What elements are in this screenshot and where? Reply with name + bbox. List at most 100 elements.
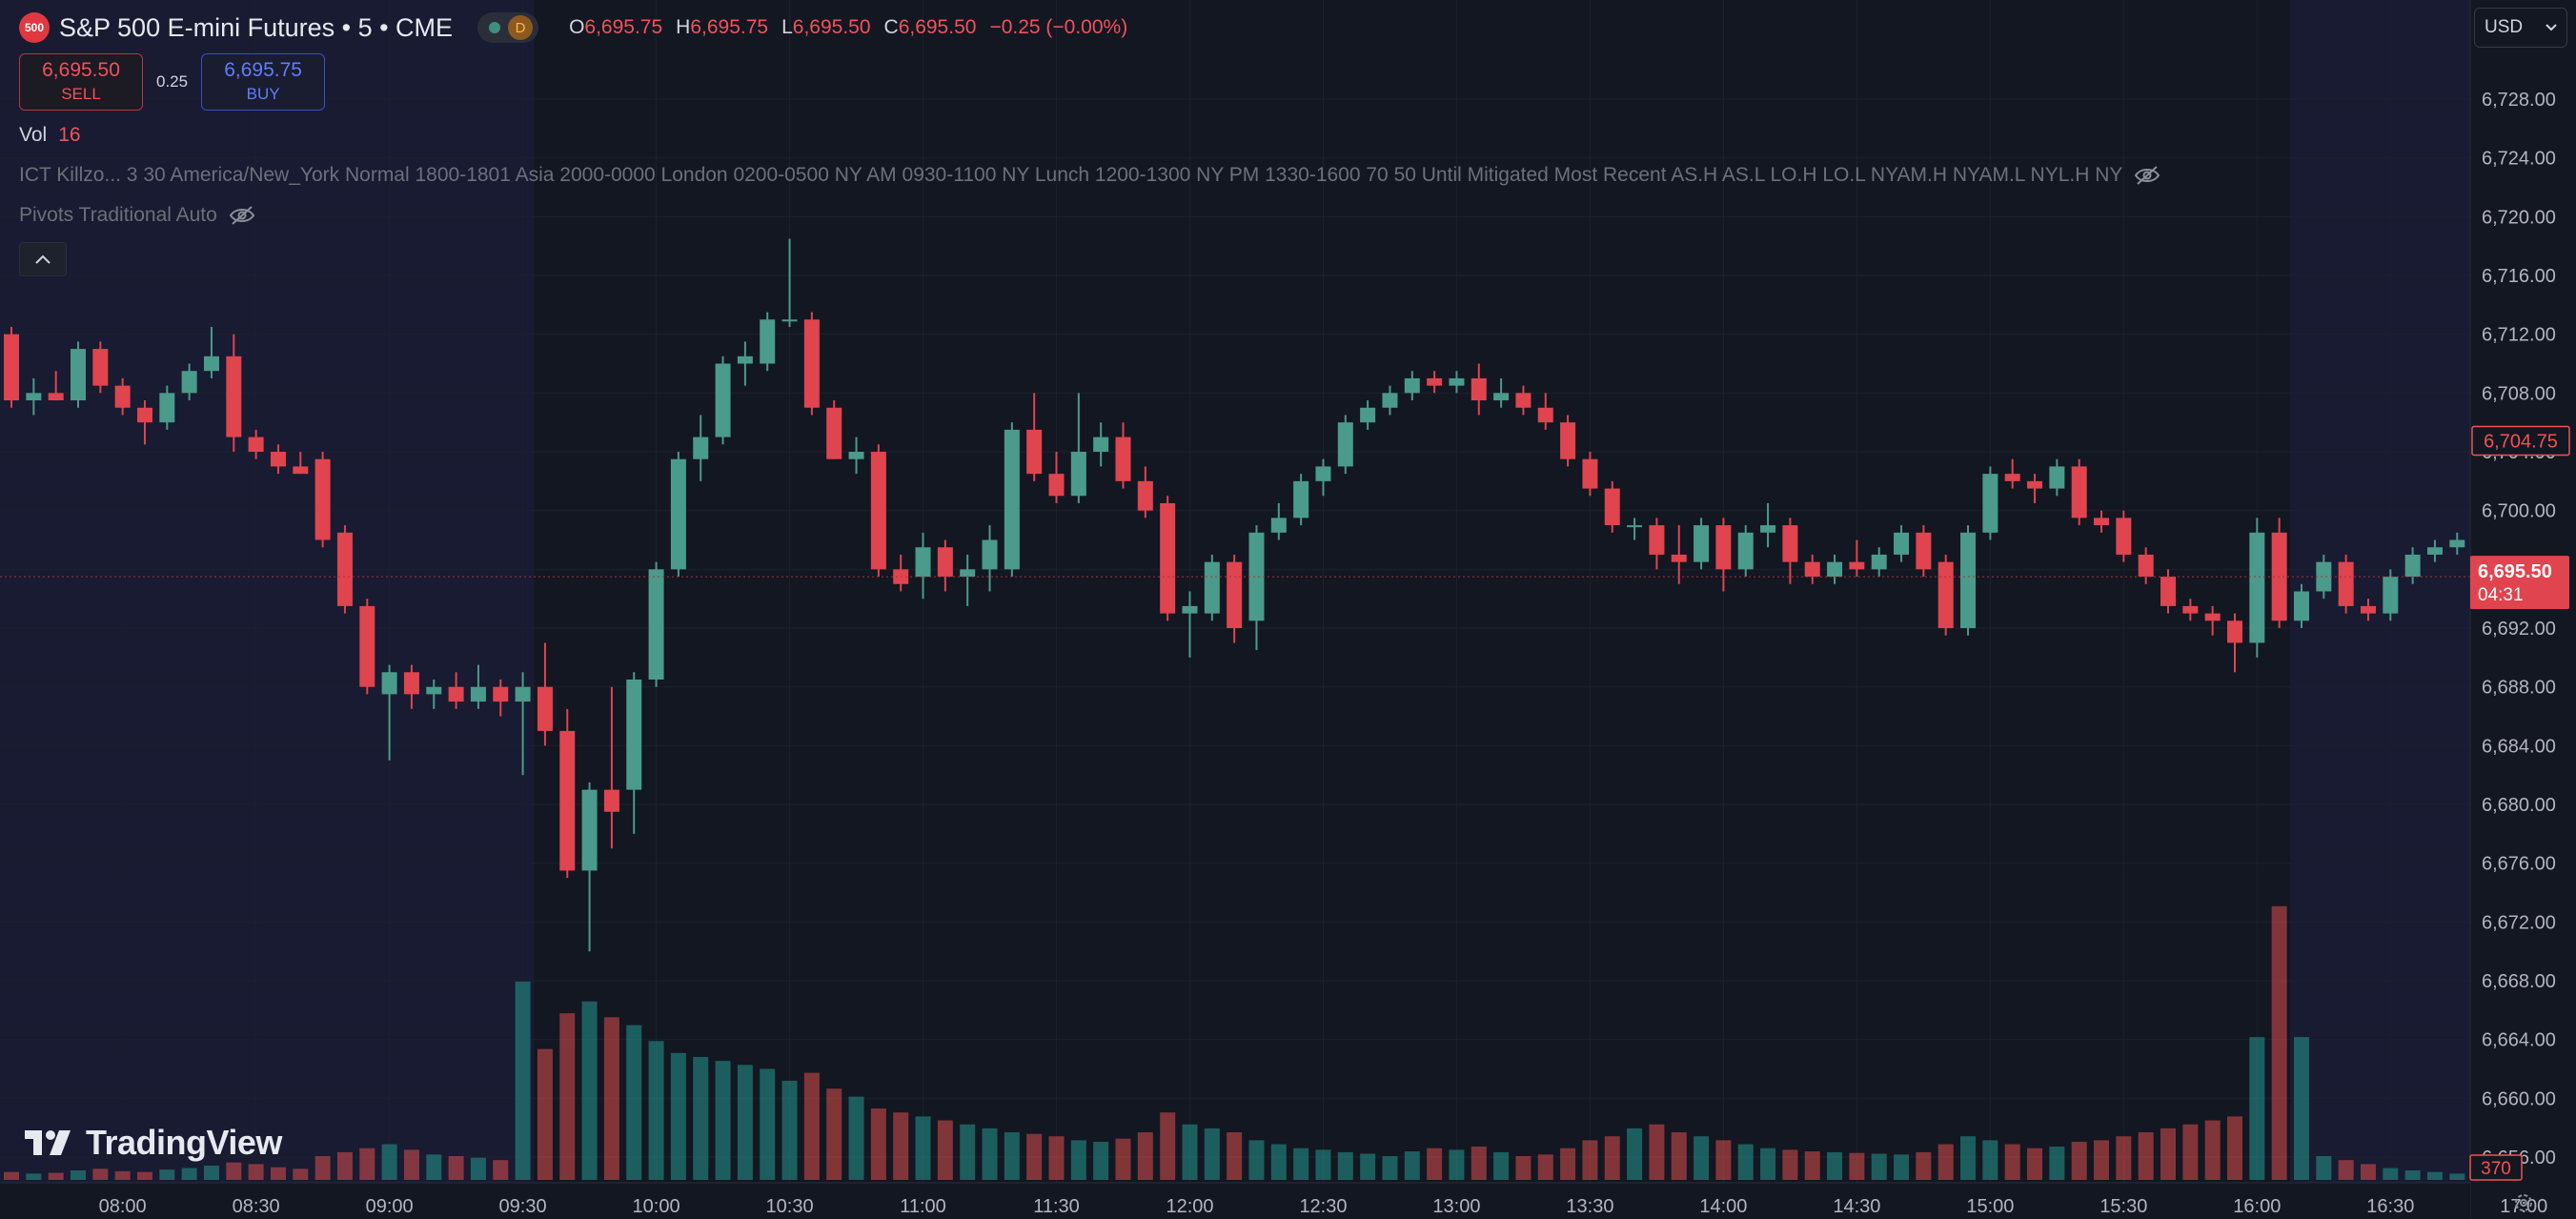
volume-bar xyxy=(1582,1140,1598,1180)
volume-bar xyxy=(2249,1037,2265,1180)
sell-button[interactable]: 6,695.50 SELL xyxy=(19,53,143,111)
eye-off-icon[interactable] xyxy=(2134,165,2160,186)
session-shade xyxy=(0,0,535,1183)
volume-axis-label-box xyxy=(2469,1154,2523,1181)
ict-killzones-legend[interactable]: ICT Killzo... 3 30 America/New_York Norm… xyxy=(19,164,2160,187)
candle-body xyxy=(2338,561,2354,606)
volume-bar xyxy=(2383,1168,2399,1180)
time-axis-tick-label: 13:00 xyxy=(1432,1196,1480,1217)
volume-bar xyxy=(293,1168,309,1180)
candle-body xyxy=(1849,561,1865,570)
price-axis-panel[interactable] xyxy=(2470,0,2576,1219)
symbol-logo-icon[interactable]: 500 xyxy=(19,12,50,43)
ict-killzones-text: ICT Killzo... 3 30 America/New_York Norm… xyxy=(19,164,2123,186)
volume-bar xyxy=(1137,1132,1153,1180)
candle-body xyxy=(1894,532,1910,555)
settings-icon[interactable] xyxy=(2512,1191,2535,1214)
volume-bar xyxy=(2116,1136,2132,1180)
time-axis-tick-label: 08:00 xyxy=(99,1196,147,1217)
time-axis-panel[interactable] xyxy=(0,1183,2470,1219)
candle-body xyxy=(2094,518,2110,526)
candle-body xyxy=(1449,377,1465,386)
time-axis-tick-label: 15:30 xyxy=(2099,1196,2147,1217)
candle-body xyxy=(426,686,442,695)
volume-bar xyxy=(1804,1151,1820,1180)
volume-bar xyxy=(1982,1140,1998,1180)
volume-bar xyxy=(781,1080,798,1180)
price-axis-tick-label: 6,688.00 xyxy=(2482,678,2556,699)
candle-body xyxy=(493,686,509,702)
collapse-legend-button[interactable] xyxy=(19,242,67,276)
buy-button[interactable]: 6,695.75 BUY xyxy=(201,53,326,111)
time-axis-tick-label: 12:30 xyxy=(1299,1196,1347,1217)
pivots-text: Pivots Traditional Auto xyxy=(19,204,217,226)
volume-bar xyxy=(937,1120,953,1180)
candle-body xyxy=(1115,437,1131,481)
volume-bar xyxy=(136,1171,152,1180)
volume-bar xyxy=(1827,1151,1843,1180)
candle-body xyxy=(1694,525,1710,562)
ohlc-close: C6,695.50 xyxy=(883,16,977,38)
volume-bar xyxy=(960,1124,976,1180)
volume-bar xyxy=(1782,1149,1798,1180)
time-axis-tick-label: 16:30 xyxy=(2366,1196,2414,1217)
volume-bar xyxy=(1270,1144,1287,1180)
time-axis-tick-label: 10:30 xyxy=(766,1196,814,1217)
volume-bar xyxy=(70,1170,86,1180)
time-axis-tick-label: 09:00 xyxy=(366,1196,414,1217)
volume-bar xyxy=(448,1156,464,1180)
volume-bar xyxy=(2271,905,2287,1180)
volume-bar xyxy=(648,1041,664,1180)
time-axis-tick-label: 11:00 xyxy=(900,1196,946,1217)
price-axis-tick-label: 6,668.00 xyxy=(2482,971,2556,992)
volume-bar xyxy=(1960,1136,1977,1180)
candle-body xyxy=(2116,518,2132,555)
candle-body xyxy=(826,407,842,459)
candle-body xyxy=(693,437,709,459)
volume-bar xyxy=(1048,1136,1065,1180)
prev-price-label: 6,704.75 xyxy=(2484,431,2558,452)
candle-body xyxy=(848,452,864,459)
market-status-pill[interactable]: D xyxy=(477,12,539,43)
symbol-title[interactable]: S&P 500 E-mini Futures • 5 • CME xyxy=(59,12,454,42)
volume-indicator-legend[interactable]: Vol 16 xyxy=(19,124,81,147)
volume-bar xyxy=(1382,1156,1398,1180)
volume-bar xyxy=(1560,1148,1576,1180)
candle-body xyxy=(937,547,953,578)
candle-body xyxy=(1715,525,1732,570)
candle-body xyxy=(248,437,264,453)
candle-body xyxy=(1627,525,1643,528)
volume-bar xyxy=(2404,1170,2421,1180)
prev-price-label-box xyxy=(2471,425,2570,457)
candle-body xyxy=(226,356,242,437)
volume-bar xyxy=(92,1168,109,1180)
volume-bar xyxy=(1293,1148,1309,1180)
candle-body xyxy=(1093,437,1109,453)
pivots-legend[interactable]: Pivots Traditional Auto xyxy=(19,204,255,227)
volume-bar xyxy=(826,1088,842,1180)
candle-body xyxy=(381,672,397,695)
volume-bar xyxy=(915,1116,931,1180)
time-axis-tick-label: 10:00 xyxy=(633,1196,680,1217)
candle-body xyxy=(359,605,375,687)
tradingview-logo-icon xyxy=(25,1130,71,1155)
volume-bar xyxy=(848,1096,864,1180)
tradingview-branding[interactable]: TradingView xyxy=(25,1123,282,1163)
volume-bar xyxy=(803,1072,820,1180)
volume-bar xyxy=(559,1013,576,1180)
volume-bar xyxy=(1515,1156,1531,1180)
ohlc-readout: O6,695.75 H6,695.75 L6,695.50 C6,695.50 … xyxy=(569,16,1127,39)
trade-panel: 6,695.50 SELL 0.25 6,695.75 BUY xyxy=(19,53,326,111)
candle-body xyxy=(2316,561,2332,592)
candle-body xyxy=(2049,466,2065,489)
currency-selector[interactable]: USD xyxy=(2474,8,2567,48)
candle-body xyxy=(293,466,309,475)
eye-off-icon[interactable] xyxy=(229,205,255,226)
price-axis-tick-label: 6,660.00 xyxy=(2482,1088,2556,1109)
volume-bar xyxy=(2293,1037,2309,1180)
candle-body xyxy=(1137,480,1153,511)
candle-body xyxy=(1048,474,1065,497)
price-axis-tick-label: 6,720.00 xyxy=(2482,207,2556,228)
candle-body xyxy=(2383,577,2399,614)
